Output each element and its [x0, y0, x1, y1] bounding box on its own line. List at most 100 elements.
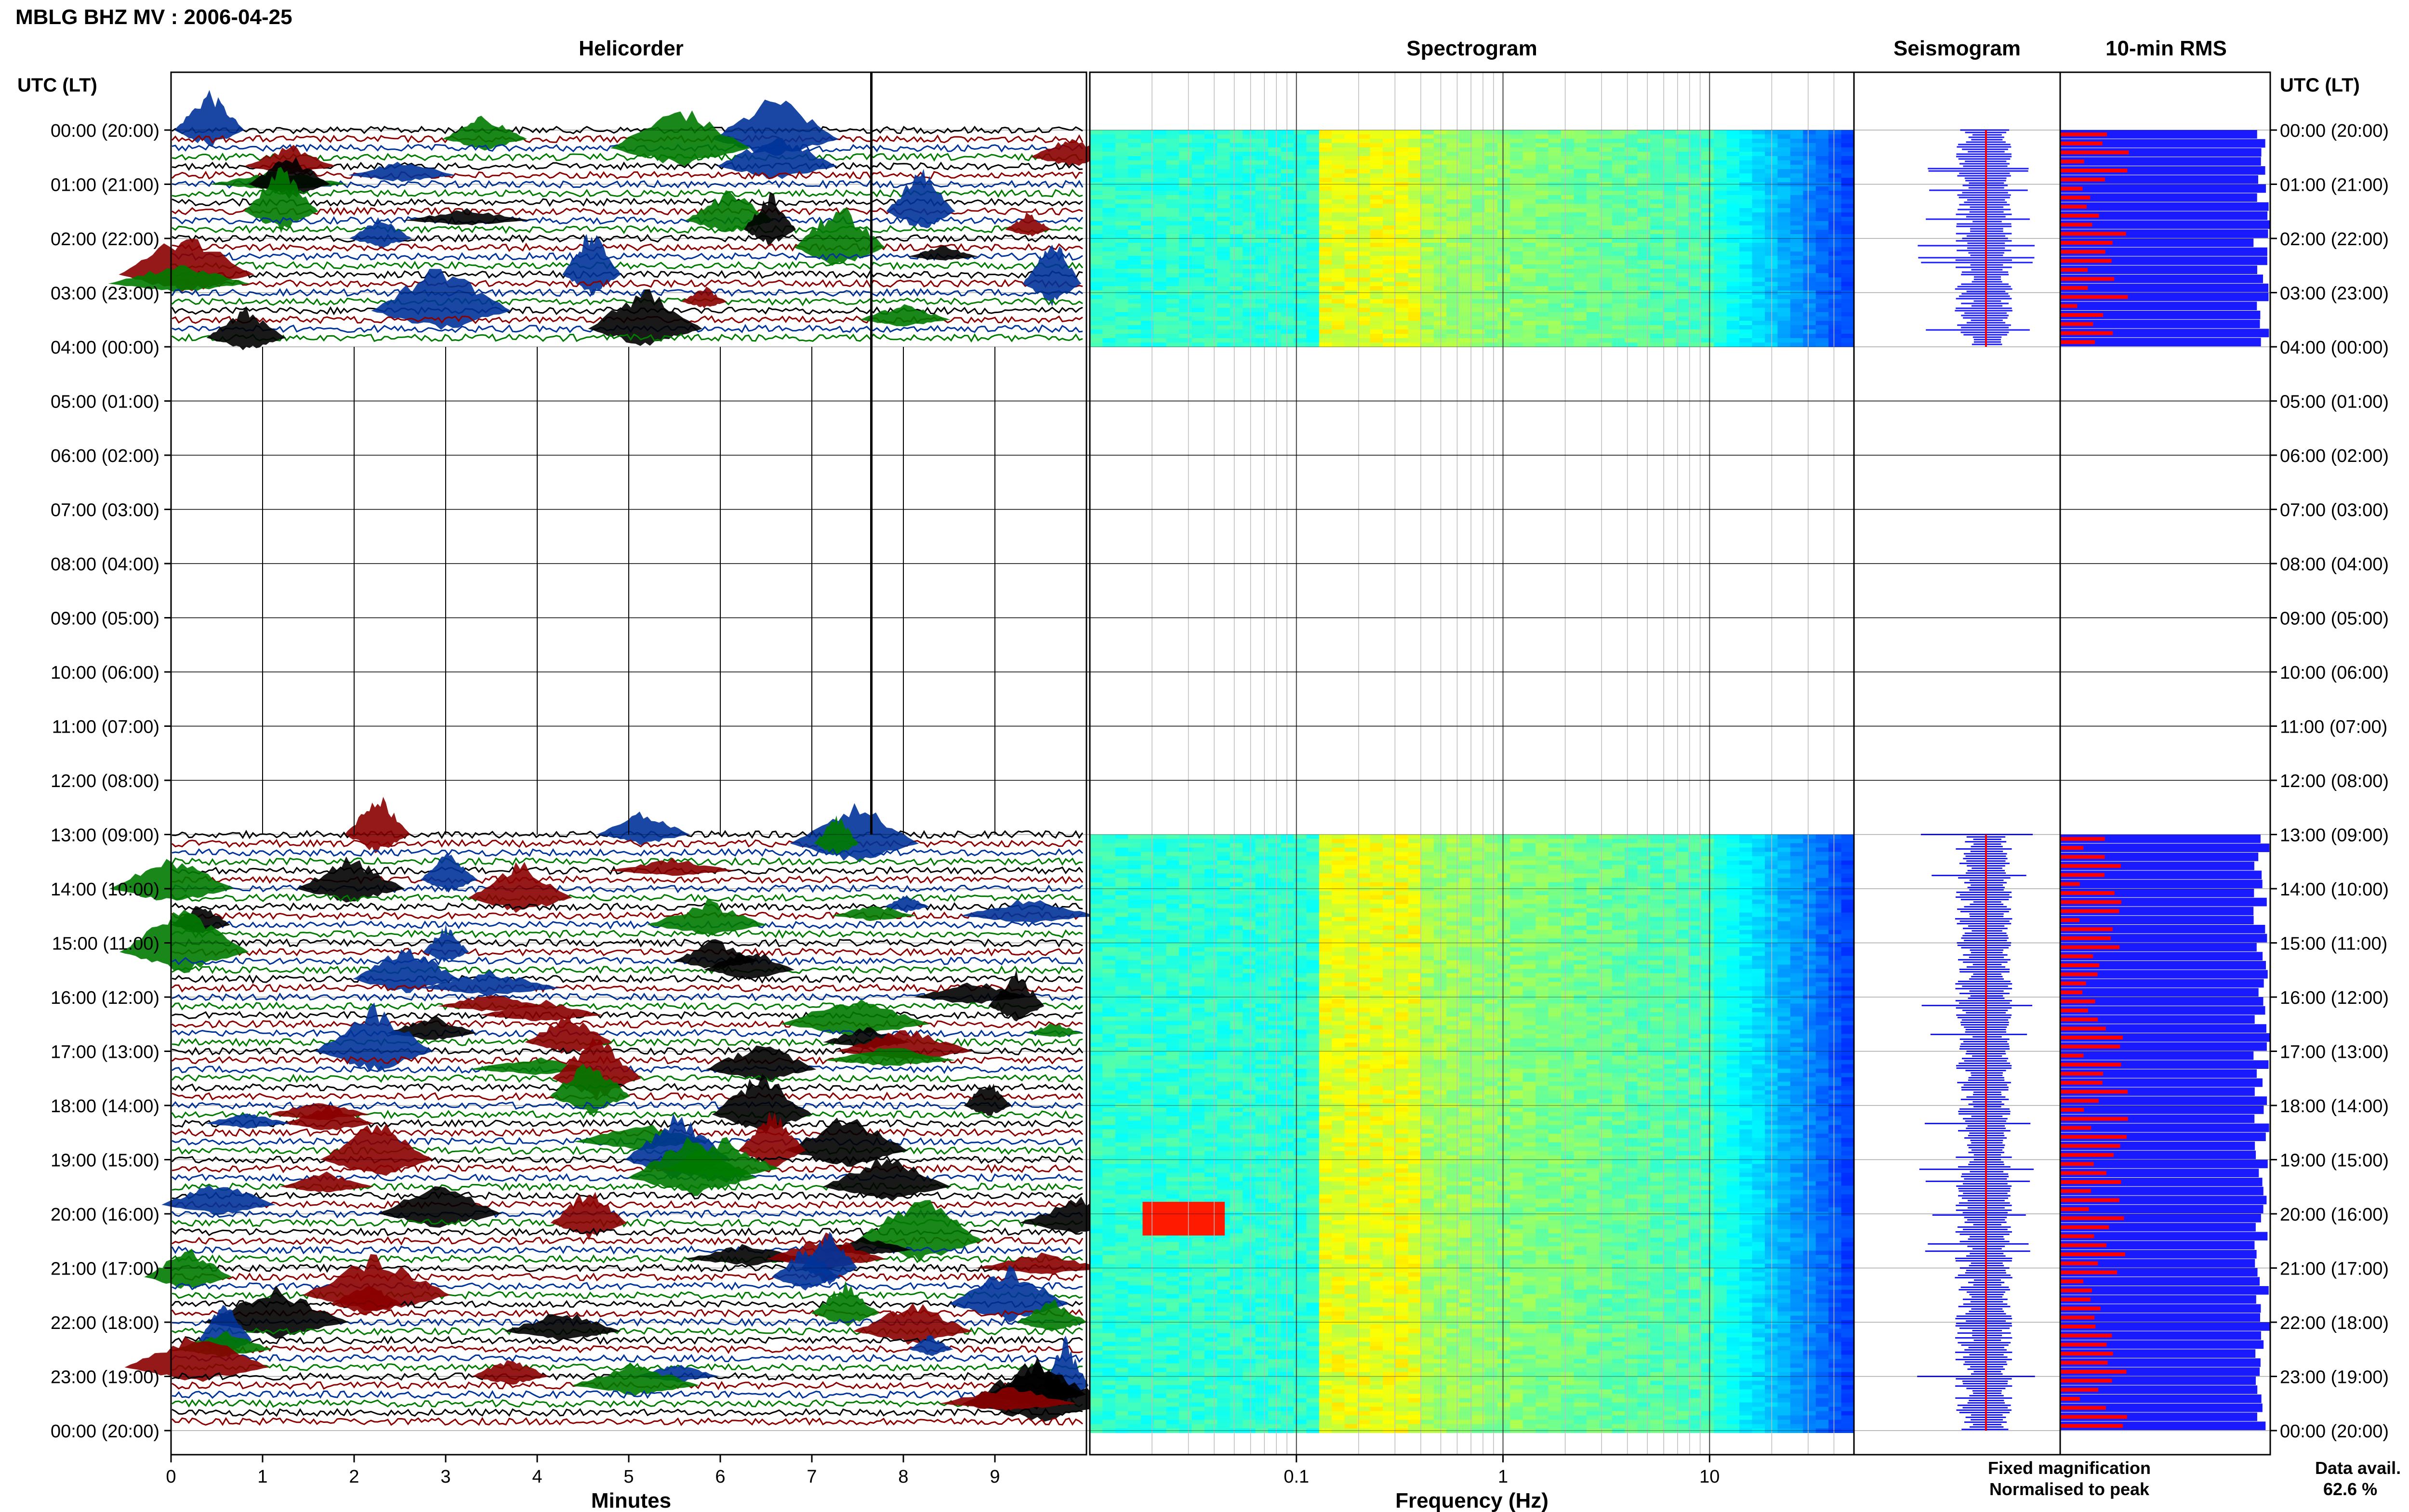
helicorder-burst — [244, 167, 318, 233]
spectrogram-cell — [1153, 947, 1167, 952]
spectrogram-cell — [1319, 316, 1332, 321]
spectrogram-cell — [1230, 290, 1243, 295]
spectrogram-cell — [1217, 869, 1231, 874]
spectrogram-cell — [1510, 334, 1523, 339]
spectrogram-cell — [1319, 156, 1332, 161]
spectrogram-cell — [1675, 891, 1689, 895]
spectrogram-cell — [1255, 286, 1269, 291]
spectrogram-cell — [1688, 217, 1702, 222]
spectrogram-cell — [1357, 295, 1371, 300]
spectrogram-cell — [1459, 139, 1472, 144]
spectrogram-cell — [1663, 895, 1676, 900]
spectrogram-cell — [1675, 286, 1689, 291]
spectrogram-cell — [1790, 852, 1803, 856]
spectrogram-cell — [1650, 891, 1664, 895]
spectrogram-cell — [1204, 225, 1218, 230]
spectrogram-cell — [1128, 256, 1141, 261]
spectrogram-cell — [1191, 847, 1205, 852]
spectrogram-cell — [1586, 321, 1600, 326]
spectrogram-cell — [1344, 169, 1358, 174]
spectrogram-cell — [1090, 338, 1103, 343]
spectrogram-cell — [1625, 186, 1638, 191]
spectrogram-cell — [1522, 208, 1536, 213]
spectrogram-cell — [1433, 934, 1447, 939]
spectrogram-cell — [1243, 199, 1256, 204]
spectrogram-cell — [1777, 191, 1791, 196]
spectrogram-cell — [1357, 195, 1371, 200]
spectrogram-cell — [1828, 325, 1842, 330]
spectrogram-cell — [1790, 217, 1803, 222]
spectrogram-cell — [1701, 208, 1714, 213]
spectrogram-cell — [1497, 839, 1511, 843]
spectrogram-cell — [1268, 243, 1282, 248]
spectrogram-cell — [1383, 247, 1396, 252]
spectrogram-cell — [1370, 256, 1383, 261]
spectrogram-cell — [1688, 865, 1702, 869]
spectrogram-cell — [1497, 230, 1511, 235]
spectrogram-cell — [1281, 338, 1294, 343]
spectrogram-cell — [1204, 878, 1218, 882]
spectrogram-cell — [1293, 839, 1307, 843]
spectrogram-cell — [1586, 178, 1600, 183]
spectrogram-cell — [1739, 878, 1753, 882]
spectrogram-cell — [1815, 882, 1829, 887]
spectrogram-cell — [1612, 256, 1625, 261]
spectrogram-cell — [1446, 308, 1460, 313]
spectrogram-cell — [1663, 156, 1676, 161]
spectrogram-cell — [1484, 947, 1498, 952]
spectrogram-cell — [1179, 334, 1192, 339]
spectrogram-cell — [1790, 891, 1803, 895]
spectrogram-cell — [1726, 230, 1740, 235]
spectrogram-cell — [1841, 156, 1854, 161]
spectrogram-cell — [1293, 899, 1307, 904]
spectrogram-cell — [1344, 338, 1358, 343]
spectrogram-cell — [1625, 243, 1638, 248]
spectrogram-cell — [1510, 230, 1523, 235]
spectrogram-cell — [1268, 152, 1282, 157]
spectrogram-cell — [1675, 852, 1689, 856]
spectrogram-cell — [1421, 204, 1434, 209]
spectrogram-cell — [1421, 165, 1434, 170]
spectrogram-cell — [1446, 912, 1460, 917]
spectrogram-cell — [1153, 295, 1167, 300]
spectrogram-cell — [1383, 273, 1396, 278]
spectrogram-cell — [1803, 195, 1816, 200]
spectrogram-cell — [1625, 256, 1638, 261]
spectrogram-cell — [1599, 852, 1613, 856]
spectrogram-cell — [1765, 325, 1778, 330]
spectrogram-cell — [1166, 178, 1179, 183]
spectrogram-cell — [1625, 195, 1638, 200]
helicorder-trace — [172, 875, 1084, 885]
spectrogram-cell — [1484, 169, 1498, 174]
spectrogram-cell — [1166, 934, 1179, 939]
spectrogram-cell — [1115, 852, 1129, 856]
spectrogram-cell — [1395, 286, 1409, 291]
spectrogram-cell — [1548, 904, 1562, 908]
spectrogram-cell — [1714, 173, 1727, 178]
spectrogram-cell — [1484, 290, 1498, 295]
spectrogram-cell — [1752, 947, 1765, 952]
spectrogram-cell — [1561, 169, 1575, 174]
spectrogram-cell — [1319, 325, 1332, 330]
spectrogram-cell — [1395, 173, 1409, 178]
spectrogram-cell — [1230, 247, 1243, 252]
spectrogram-cell — [1217, 338, 1231, 343]
spectrogram-cell — [1599, 303, 1613, 308]
spectrogram-cell — [1663, 338, 1676, 343]
spectrogram-cell — [1815, 869, 1829, 874]
spectrogram-cell — [1166, 895, 1179, 900]
spectrogram-cell — [1115, 921, 1129, 926]
spectrogram-cell — [1115, 169, 1129, 174]
spectrogram-cell — [1535, 299, 1549, 304]
spectrogram-cell — [1128, 143, 1141, 148]
spectrogram-cell — [1548, 321, 1562, 326]
spectrogram-cell — [1535, 186, 1549, 191]
spectrogram-cell — [1332, 217, 1345, 222]
spectrogram-cell — [1370, 186, 1383, 191]
spectrogram-cell — [1217, 217, 1231, 222]
spectrogram-cell — [1268, 251, 1282, 256]
spectrogram-cell — [1421, 882, 1434, 887]
spectrogram-cell — [1650, 160, 1664, 165]
spectrogram-cell — [1752, 912, 1765, 917]
spectrogram-cell — [1497, 917, 1511, 921]
